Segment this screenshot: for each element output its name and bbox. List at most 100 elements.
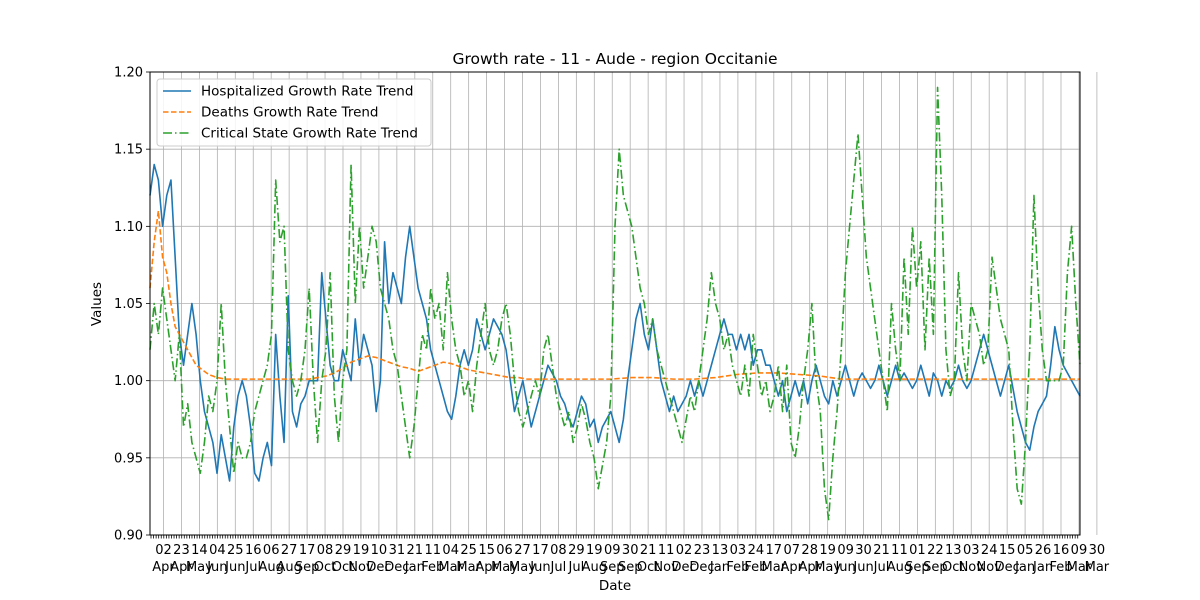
- x-tick-month: Jan: [1014, 560, 1035, 575]
- y-tick-label: 1.20: [114, 66, 143, 81]
- x-tick-day: 21: [407, 543, 424, 558]
- x-tick-month: Jun: [224, 560, 245, 575]
- y-tick-label: 0.90: [114, 529, 143, 544]
- x-tick-month: Oct: [332, 560, 354, 575]
- x-tick-month: Jul: [244, 560, 261, 575]
- x-tick-month: Aug: [259, 560, 284, 575]
- x-tick-month: Dec: [671, 560, 696, 575]
- x-tick-day: 16: [1053, 543, 1070, 558]
- x-tick-day: 17: [299, 543, 316, 558]
- x-tick-day: 30: [855, 543, 872, 558]
- x-tick-day: 04: [209, 543, 226, 558]
- x-tick-day: 03: [963, 543, 980, 558]
- x-tick-day: 19: [586, 543, 603, 558]
- legend-label-1: Deaths Growth Rate Trend: [201, 105, 379, 121]
- x-tick-day: 30: [1089, 543, 1106, 558]
- x-tick-month: Nov: [348, 560, 374, 575]
- x-tick-day: 19: [353, 543, 370, 558]
- x-tick-day: 27: [514, 543, 531, 558]
- x-tick-month: Mar: [438, 560, 463, 575]
- x-tick-month: Aug: [276, 560, 301, 575]
- x-tick-day: 24: [748, 543, 765, 558]
- x-tick-month: Sep: [295, 560, 320, 575]
- y-axis-title: Values: [89, 282, 105, 326]
- x-tick-day: 04: [442, 543, 459, 558]
- x-tick-month: Oct: [637, 560, 659, 575]
- x-tick-month: May: [491, 560, 518, 575]
- x-tick-day: 02: [676, 543, 693, 558]
- x-tick-day: 22: [927, 543, 944, 558]
- x-tick-month: Nov: [653, 560, 679, 575]
- x-tick-day: 15: [999, 543, 1016, 558]
- x-tick-month: Jan: [1032, 560, 1053, 575]
- x-tick-month: Jul: [568, 560, 585, 575]
- x-tick-month: Nov: [977, 560, 1003, 575]
- x-tick-month: Jan: [709, 560, 730, 575]
- x-tick-month: Apr: [798, 560, 821, 575]
- x-tick-day: 03: [730, 543, 747, 558]
- x-tick-day: 07: [783, 543, 800, 558]
- x-tick-month: Apr: [152, 560, 175, 575]
- x-tick-month: Apr: [475, 560, 498, 575]
- x-tick-day: 19: [819, 543, 836, 558]
- y-axis: 0.90 0.95 1.00 1.05 1.10 1.15 1.20: [114, 66, 150, 544]
- x-tick-day: 15: [478, 543, 495, 558]
- x-tick-day: 29: [568, 543, 585, 558]
- x-tick-month: Sep: [618, 560, 643, 575]
- y-tick-label: 1.05: [114, 297, 143, 312]
- x-tick-month: Jun: [852, 560, 873, 575]
- chart-title: Growth rate - 11 - Aude - region Occitan…: [452, 50, 777, 68]
- x-tick-month: Sep: [600, 560, 625, 575]
- x-tick-day: 08: [550, 543, 567, 558]
- x-tick-day: 02: [155, 543, 172, 558]
- x-tick-day: 30: [622, 543, 639, 558]
- x-tick-month: Jul: [550, 560, 567, 575]
- x-tick-day: 09: [604, 543, 621, 558]
- x-tick-month: May: [509, 560, 536, 575]
- x-tick-day: 09: [837, 543, 854, 558]
- x-tick-month: Mar: [762, 560, 787, 575]
- x-tick-day: 25: [460, 543, 477, 558]
- x-tick-day: 23: [694, 543, 711, 558]
- x-tick-month: Sep: [905, 560, 930, 575]
- x-tick-month: Jul: [873, 560, 890, 575]
- y-tick-label: 1.10: [114, 220, 143, 235]
- x-axis-title: Date: [599, 578, 631, 594]
- x-tick-month: Aug: [582, 560, 607, 575]
- x-tick-day: 13: [712, 543, 729, 558]
- x-tick-day: 23: [173, 543, 190, 558]
- x-tick-month: Apr: [170, 560, 193, 575]
- x-tick-month: Feb: [726, 560, 749, 575]
- legend-label-2: Critical State Growth Rate Trend: [201, 126, 418, 142]
- x-tick-day: 21: [873, 543, 890, 558]
- legend-box: [156, 78, 432, 147]
- x-tick-month: Oct: [314, 560, 336, 575]
- x-tick-month: Mar: [456, 560, 481, 575]
- x-tick-day: 16: [245, 543, 262, 558]
- x-tick-day: 13: [945, 543, 962, 558]
- x-tick-day: 29: [335, 543, 352, 558]
- x-tick-day: 25: [227, 543, 244, 558]
- x-tick-month: Jan: [404, 560, 425, 575]
- x-tick-day: 17: [766, 543, 783, 558]
- x-tick-month: Feb: [744, 560, 767, 575]
- x-tick-month: Nov: [959, 560, 985, 575]
- x-tick-day: 01: [909, 543, 926, 558]
- x-tick-month: Dec: [995, 560, 1020, 575]
- series-line-2: [149, 86, 1081, 521]
- x-tick-day: 24: [981, 543, 998, 558]
- x-tick-month: Apr: [781, 560, 804, 575]
- x-tick-month: Sep: [923, 560, 948, 575]
- x-tick-month: May: [814, 560, 841, 575]
- x-tick-day: 26: [1035, 543, 1052, 558]
- x-tick-day: 06: [496, 543, 513, 558]
- x-tick-day: 27: [281, 543, 298, 558]
- x-tick-day: 14: [191, 543, 208, 558]
- x-tick-day: 31: [389, 543, 406, 558]
- x-tick-day: 10: [371, 543, 388, 558]
- x-tick-month: Mar: [1067, 560, 1092, 575]
- x-tick-month: Aug: [887, 560, 912, 575]
- y-tick-label: 1.15: [114, 143, 143, 158]
- x-tick-month: Dec: [366, 560, 391, 575]
